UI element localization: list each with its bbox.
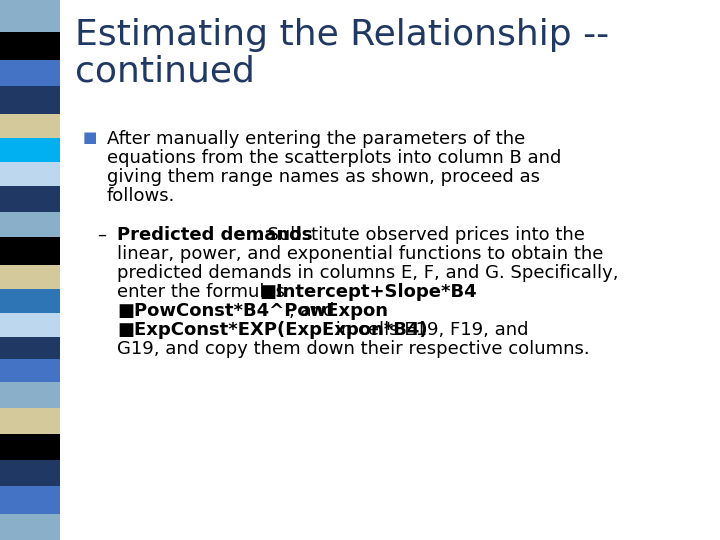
Text: enter the formulas: enter the formulas bbox=[117, 283, 291, 301]
Text: ■: ■ bbox=[83, 130, 97, 145]
Text: ■Intercept+Slope*B4: ■Intercept+Slope*B4 bbox=[259, 283, 477, 301]
Text: predicted demands in columns E, F, and G. Specifically,: predicted demands in columns E, F, and G… bbox=[117, 264, 618, 282]
Text: ■PowConst*B4^PowExpon: ■PowConst*B4^PowExpon bbox=[117, 302, 388, 320]
Text: ,: , bbox=[415, 283, 421, 301]
Text: –: – bbox=[97, 226, 106, 244]
Text: follows.: follows. bbox=[107, 187, 176, 205]
Text: Predicted demands: Predicted demands bbox=[117, 226, 312, 244]
Text: Estimating the Relationship --: Estimating the Relationship -- bbox=[75, 18, 609, 52]
Text: continued: continued bbox=[75, 54, 255, 88]
Text: , and: , and bbox=[289, 302, 335, 320]
Text: After manually entering the parameters of the: After manually entering the parameters o… bbox=[107, 130, 526, 148]
Text: in cells E19, F19, and: in cells E19, F19, and bbox=[330, 321, 528, 339]
Text: equations from the scatterplots into column B and: equations from the scatterplots into col… bbox=[107, 149, 562, 167]
Text: linear, power, and exponential functions to obtain the: linear, power, and exponential functions… bbox=[117, 245, 603, 263]
Text: ■ExpConst*EXP(ExpExpon*B4): ■ExpConst*EXP(ExpExpon*B4) bbox=[117, 321, 428, 339]
Text: giving them range names as shown, proceed as: giving them range names as shown, procee… bbox=[107, 168, 540, 186]
Text: . Substitute observed prices into the: . Substitute observed prices into the bbox=[256, 226, 585, 244]
Text: G19, and copy them down their respective columns.: G19, and copy them down their respective… bbox=[117, 340, 590, 358]
